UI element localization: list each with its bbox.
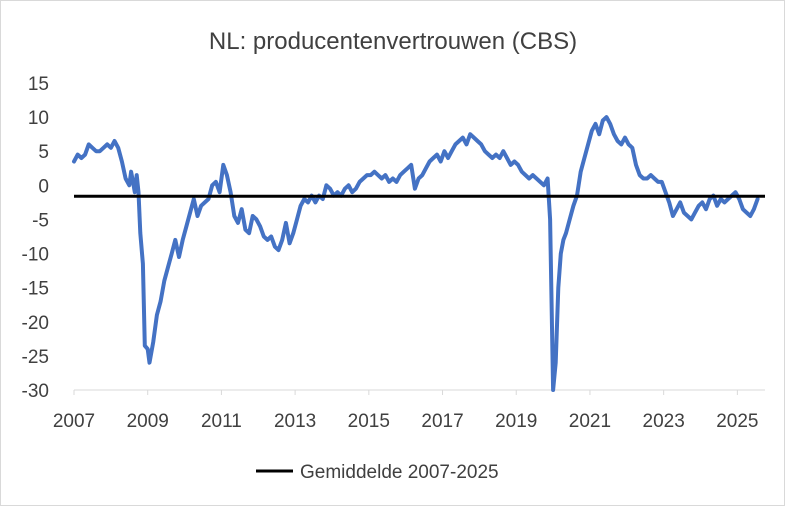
x-tick-label: 2021 bbox=[569, 411, 611, 432]
y-axis-tick-labels: 15 10 5 0 -5 -10 -15 -20 -25 -30 bbox=[22, 74, 49, 402]
x-tick-label: 2025 bbox=[716, 411, 758, 432]
x-tick-label: 2015 bbox=[348, 411, 390, 432]
y-tick-label: -20 bbox=[22, 313, 49, 334]
y-tick-label: 10 bbox=[28, 108, 49, 129]
chart-title: NL: producentenvertrouwen (CBS) bbox=[209, 28, 577, 55]
x-tick-label: 2011 bbox=[201, 411, 242, 432]
x-tick-label: 2009 bbox=[127, 411, 169, 432]
y-tick-label: -10 bbox=[22, 245, 49, 266]
legend: Gemiddelde 2007-2025 bbox=[256, 462, 499, 483]
legend-label-gemiddelde: Gemiddelde 2007-2025 bbox=[300, 462, 499, 483]
y-tick-label: -30 bbox=[22, 381, 49, 402]
y-tick-label: 0 bbox=[38, 176, 49, 197]
y-tick-label: -15 bbox=[22, 279, 49, 300]
x-tick-label: 2013 bbox=[274, 411, 316, 432]
x-tick-label: 2007 bbox=[53, 411, 95, 432]
y-tick-label: 15 bbox=[28, 74, 49, 95]
x-axis-tick-labels: 2007 2009 2011 2013 2015 2017 2019 2021 2023 2025 bbox=[53, 411, 759, 432]
y-tick-label: -25 bbox=[22, 347, 49, 368]
series-line-producentenvertrouwen bbox=[72, 115, 760, 392]
x-tick-label: 2017 bbox=[421, 411, 463, 432]
y-tick-label: 5 bbox=[38, 142, 49, 163]
y-tick-label: -5 bbox=[32, 210, 49, 231]
x-tick-label: 2019 bbox=[495, 411, 537, 432]
x-axis-tick-marks bbox=[73, 390, 738, 395]
x-tick-label: 2023 bbox=[643, 411, 685, 432]
